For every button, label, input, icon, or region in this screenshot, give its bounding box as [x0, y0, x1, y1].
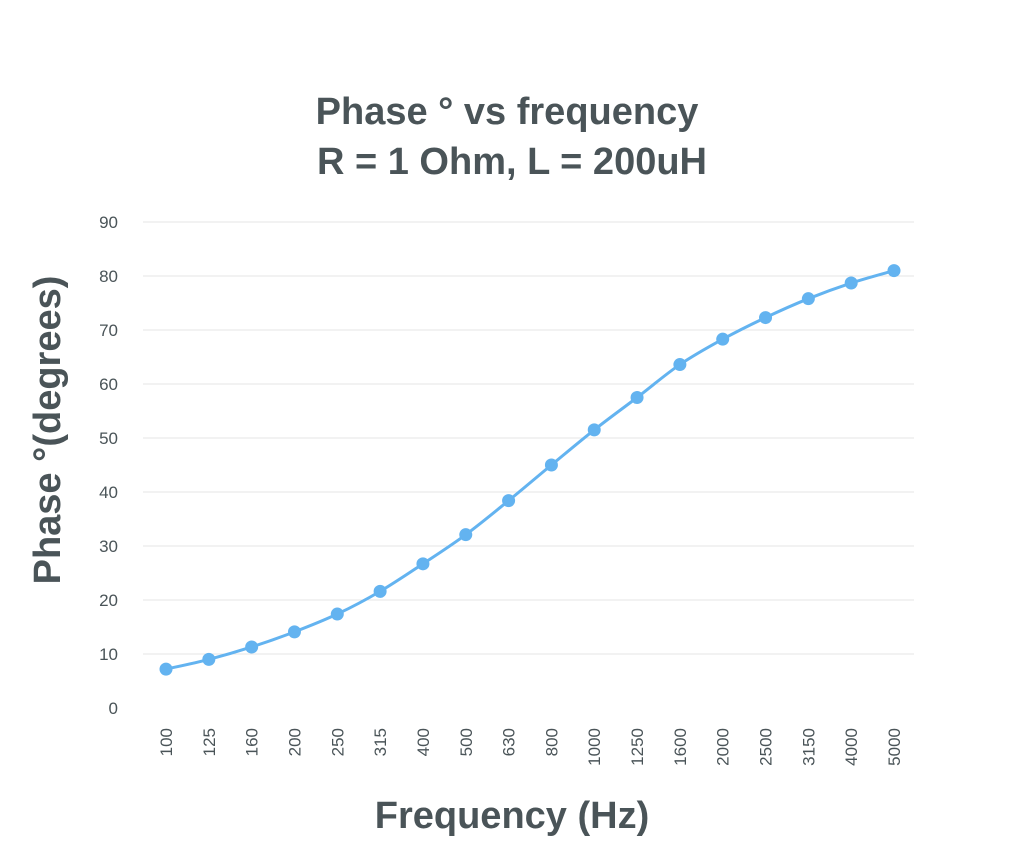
x-tick-label: 100: [157, 728, 176, 756]
y-tick-label: 60: [99, 375, 118, 394]
chart-title-line-1: Phase ° vs frequency: [316, 91, 699, 133]
x-tick-label: 1600: [671, 728, 690, 766]
chart-title-line-2: R = 1 Ohm, L = 200uH: [317, 141, 707, 183]
series-layer: [159, 264, 901, 676]
x-tick-label: 315: [371, 728, 390, 756]
x-tick-label: 500: [457, 728, 476, 756]
x-tick-label: 5000: [885, 728, 904, 766]
x-tick-label: 2000: [714, 728, 733, 766]
x-tick-label: 2500: [757, 728, 776, 766]
data-point-5000: [887, 264, 901, 278]
y-tick-label: 50: [99, 429, 118, 448]
y-tick-label: 20: [99, 591, 118, 610]
x-axis-ticks: 100 125 160 200 250 315 400 500 630 800 1000 1250 16…: [157, 728, 904, 766]
x-tick-label: 125: [200, 728, 219, 756]
data-point-2500: [759, 311, 773, 325]
x-tick-label: 1000: [585, 728, 604, 766]
x-tick-label: 250: [328, 728, 347, 756]
y-tick-label: 70: [99, 321, 118, 340]
x-tick-label: 1250: [628, 728, 647, 766]
data-point-4000: [844, 276, 858, 290]
y-tick-label: 90: [99, 213, 118, 232]
x-tick-label: 160: [243, 728, 262, 756]
x-axis-label: Frequency (Hz): [375, 795, 649, 837]
x-tick-label: 4000: [842, 728, 861, 766]
y-axis-label: Phase °(degrees): [27, 276, 69, 585]
y-axis-ticks: 0 10 20 30 40 50 60 70 80 90: [99, 213, 118, 718]
data-point-315: [373, 584, 387, 598]
data-point-1250: [630, 391, 644, 404]
x-tick-label: 200: [285, 728, 304, 756]
data-point-100: [159, 662, 173, 676]
y-tick-label: 10: [99, 645, 118, 664]
y-tick-label: 40: [99, 483, 118, 502]
data-point-630: [502, 494, 516, 508]
data-point-1600: [673, 358, 687, 372]
data-point-800: [544, 458, 558, 472]
grid-lines: [143, 221, 914, 655]
data-point-125: [202, 652, 216, 666]
y-tick-label: 30: [99, 537, 118, 556]
data-point-1000: [587, 423, 601, 437]
y-tick-label: 0: [109, 699, 118, 718]
x-tick-label: 800: [542, 728, 561, 756]
y-tick-label: 80: [99, 267, 118, 286]
x-tick-label: 630: [500, 728, 519, 756]
data-point-160: [245, 640, 259, 654]
data-point-500: [459, 528, 473, 542]
data-point-3150: [801, 292, 815, 306]
x-tick-label: 3150: [799, 728, 818, 766]
data-point-200: [287, 625, 301, 639]
data-point-250: [330, 607, 344, 621]
x-tick-label: 400: [414, 728, 433, 756]
data-point-2000: [716, 332, 730, 346]
data-point-400: [416, 557, 430, 571]
